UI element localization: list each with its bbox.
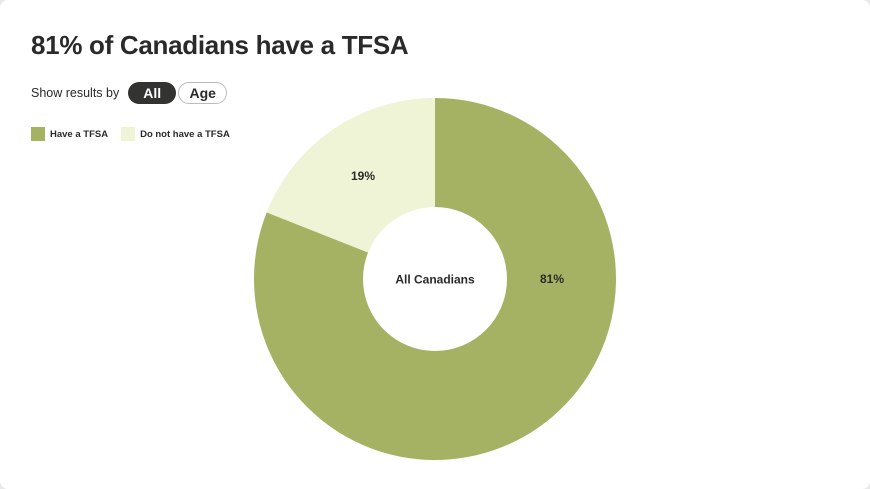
filter-group: Show results by All Age <box>31 82 228 104</box>
legend-item-have: Have a TFSA <box>31 127 108 141</box>
filter-all-button[interactable]: All <box>128 82 177 104</box>
filter-age-button[interactable]: Age <box>178 82 228 104</box>
slice-label-not-have: 19% <box>351 169 375 183</box>
slice-label-have: 81% <box>540 272 564 286</box>
filter-label: Show results by <box>31 86 120 100</box>
legend: Have a TFSA Do not have a TFSA <box>31 127 243 141</box>
center-label: All Canadians <box>395 273 475 287</box>
chart-title: 81% of Canadians have a TFSA <box>31 30 409 60</box>
legend-swatch-have <box>31 127 45 141</box>
legend-label: Do not have a TFSA <box>140 128 230 140</box>
legend-item-not-have: Do not have a TFSA <box>121 127 230 141</box>
legend-label: Have a TFSA <box>50 128 109 140</box>
donut-hole <box>363 207 507 351</box>
legend-swatch-not-have <box>121 127 136 141</box>
